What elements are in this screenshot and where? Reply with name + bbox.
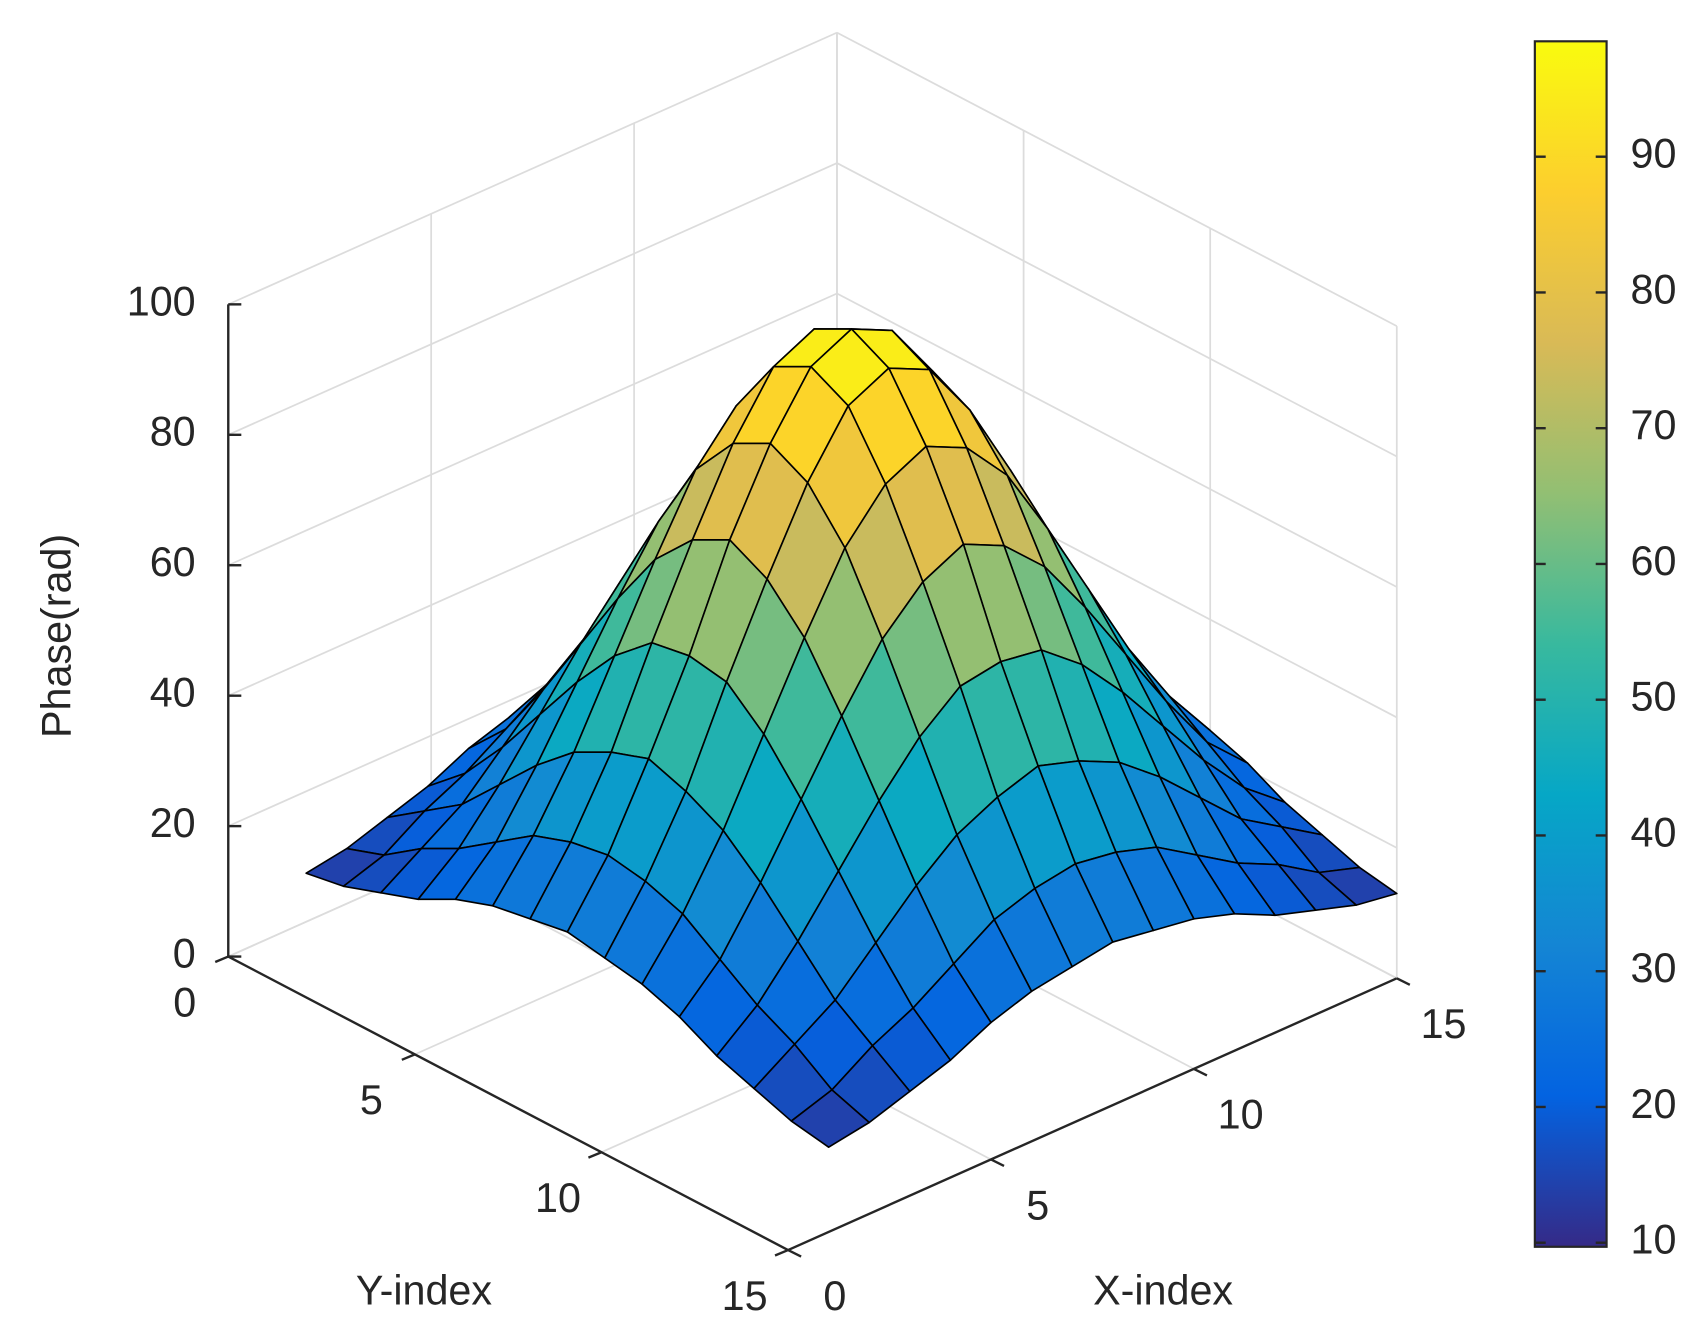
y-tick <box>774 1248 789 1257</box>
surface-face <box>790 1089 871 1148</box>
x-tick <box>787 1248 802 1258</box>
colorbar-tick-label: 40 <box>1631 809 1677 855</box>
y-tick-label: 0 <box>173 979 196 1025</box>
z-tick-label: 40 <box>150 670 196 716</box>
x-tick-label: 10 <box>1218 1092 1264 1138</box>
grid-line <box>836 31 1398 327</box>
plot-area: Phase(rad) Y-index X-index 0204060801000… <box>34 31 1677 1319</box>
x-tick-label: 0 <box>823 1273 846 1319</box>
y-tick <box>587 1151 602 1159</box>
z-tick-label: 0 <box>173 930 196 976</box>
colorbar-tick-label: 50 <box>1631 674 1677 720</box>
x-tick <box>990 1158 1005 1168</box>
colorbar-tick-label: 30 <box>1631 945 1677 991</box>
y-tick-label: 10 <box>535 1175 581 1221</box>
z-axis-label: Phase(rad) <box>34 534 80 738</box>
x-tick-label: 15 <box>1421 1001 1467 1047</box>
y-tick <box>401 1053 416 1061</box>
colorbar-tick-label: 90 <box>1631 131 1677 177</box>
grid-line <box>227 31 838 306</box>
z-tick-label: 60 <box>150 539 196 585</box>
colorbar-tick-label: 60 <box>1631 538 1677 584</box>
y-axis-label: Y-index <box>356 1267 493 1313</box>
grid-line <box>227 292 838 567</box>
y-axis <box>227 955 789 1252</box>
colorbar-tick-label: 20 <box>1631 1081 1677 1127</box>
x-tick <box>1193 1067 1208 1077</box>
grid-line <box>836 162 1398 458</box>
y-tick-label: 5 <box>360 1077 383 1123</box>
x-tick <box>1396 977 1411 986</box>
colorbar-tick-label: 70 <box>1631 402 1677 448</box>
z-tick-label: 20 <box>150 800 196 846</box>
z-tick-label: 100 <box>127 278 196 324</box>
grid-line <box>227 162 838 436</box>
x-tick-label: 5 <box>1026 1182 1049 1228</box>
x-axis-label: X-index <box>1093 1267 1233 1313</box>
colorbar <box>1533 40 1608 1248</box>
x-axis <box>787 977 1398 1252</box>
grid-line <box>836 292 1398 588</box>
colorbar-tick-label: 80 <box>1631 266 1677 312</box>
colorbar-tick-label: 10 <box>1631 1217 1677 1263</box>
y-tick <box>214 955 229 964</box>
y-tick-label: 15 <box>722 1273 768 1319</box>
z-tick-label: 80 <box>150 409 196 455</box>
